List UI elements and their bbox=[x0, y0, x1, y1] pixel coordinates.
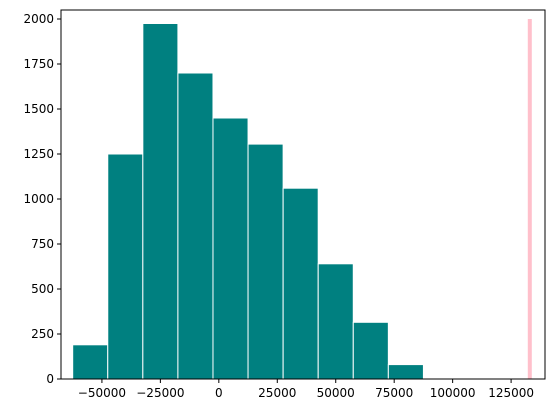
y-tick-label: 500 bbox=[31, 282, 54, 296]
y-tick-label: 1250 bbox=[23, 147, 54, 161]
y-tick-label: 0 bbox=[46, 372, 54, 386]
histogram-bar bbox=[387, 364, 424, 380]
histogram-bar bbox=[107, 153, 144, 380]
histogram-bar bbox=[317, 263, 354, 380]
plot-frame bbox=[60, 9, 546, 380]
histogram-bar bbox=[142, 23, 179, 380]
histogram-bar bbox=[72, 344, 109, 380]
x-tick-label: 100000 bbox=[430, 386, 476, 400]
y-tick-label: 2000 bbox=[23, 12, 54, 26]
x-tick-label: 125000 bbox=[488, 386, 534, 400]
histogram-bar bbox=[247, 143, 284, 380]
x-tick-label: −25000 bbox=[136, 386, 184, 400]
y-tick-label: 750 bbox=[31, 237, 54, 251]
x-axis-ticks: −50000 −25000 0 25000 50000 75000 100000 125000 bbox=[78, 379, 534, 400]
histogram-bars bbox=[72, 23, 424, 380]
x-tick-label: 75000 bbox=[375, 386, 413, 400]
x-tick-label: 25000 bbox=[258, 386, 296, 400]
histogram-bar bbox=[177, 72, 214, 380]
y-tick-label: 1500 bbox=[23, 102, 54, 116]
x-tick-label: 50000 bbox=[317, 386, 355, 400]
x-tick-label: −50000 bbox=[78, 386, 126, 400]
histogram-bar bbox=[282, 187, 319, 380]
y-tick-label: 1000 bbox=[23, 192, 54, 206]
histogram-bar bbox=[212, 117, 249, 380]
x-tick-label: 0 bbox=[215, 386, 223, 400]
y-axis-ticks: 0 250 500 750 1000 1250 1500 1750 2000 bbox=[23, 12, 61, 386]
y-tick-label: 250 bbox=[31, 327, 54, 341]
axes bbox=[60, 9, 546, 380]
y-tick-label: 1750 bbox=[23, 57, 54, 71]
histogram-bar bbox=[352, 321, 389, 380]
